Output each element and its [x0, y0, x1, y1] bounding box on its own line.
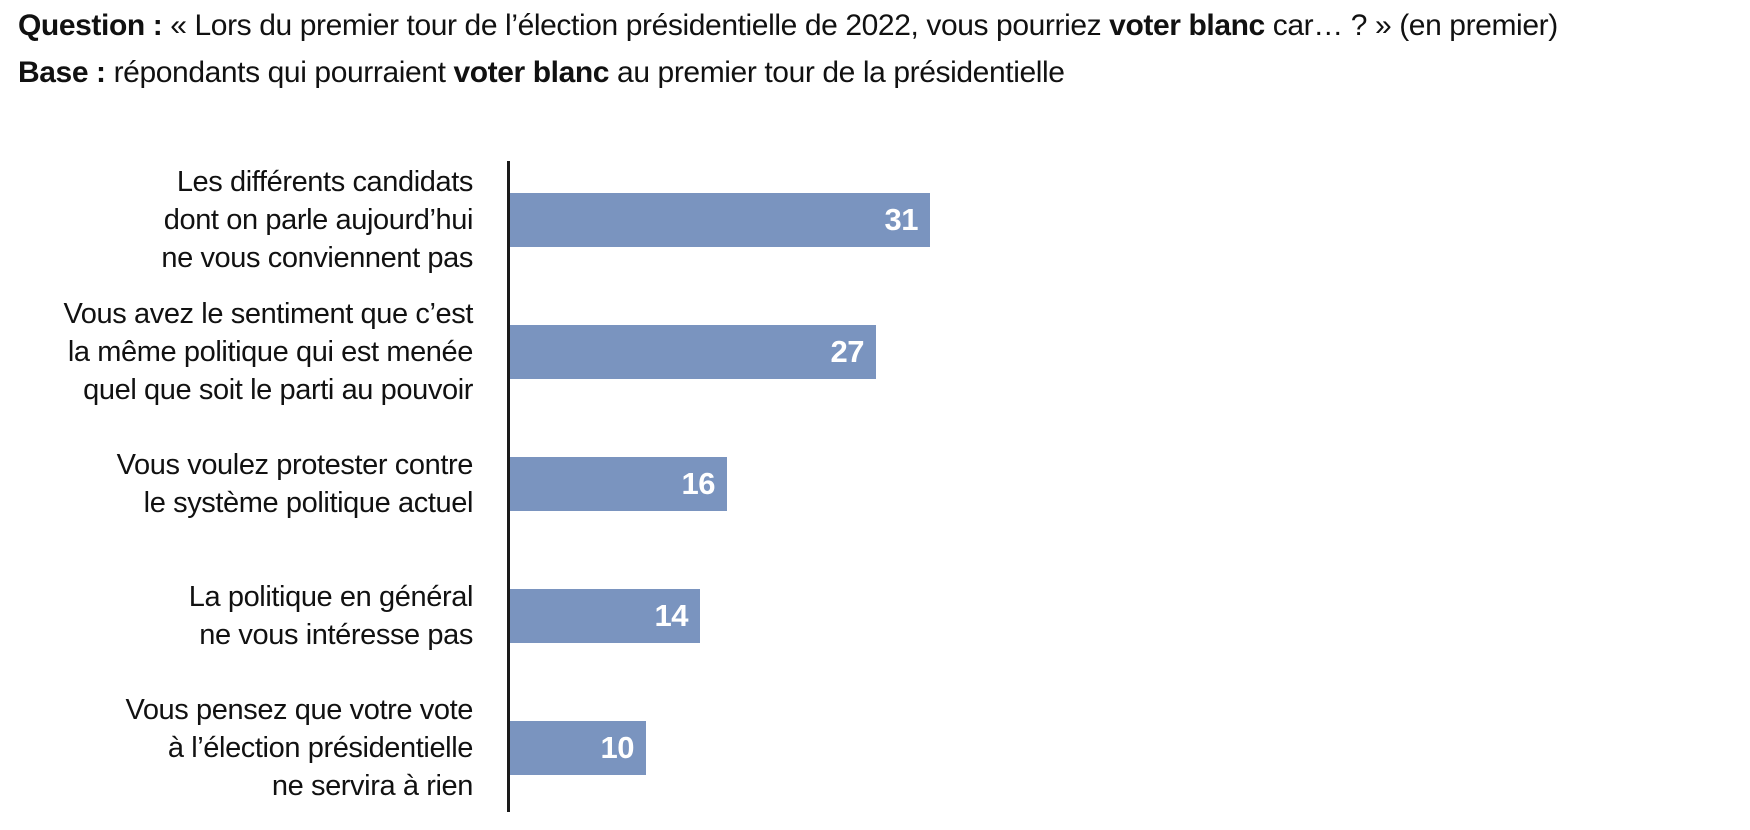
bar-value-label: 16 — [681, 466, 716, 501]
bar-value-label: 10 — [600, 730, 635, 765]
y-axis-line — [507, 161, 510, 812]
bar-value-label: 27 — [830, 334, 865, 369]
question-text-post: car… ? » (en premier) — [1264, 9, 1558, 42]
bar-value-label: 31 — [884, 202, 919, 237]
category-label: Les différents candidats dont on parle a… — [161, 166, 473, 274]
bar: 14 — [510, 589, 700, 643]
bar: 27 — [510, 325, 876, 379]
base-text-post: au premier tour de la présidentielle — [609, 56, 1065, 89]
category-label: Vous pensez que votre vote à l’élection … — [125, 694, 473, 802]
bar-value-label: 14 — [654, 598, 689, 633]
question-line: Question : « Lors du premier tour de l’é… — [18, 2, 1558, 49]
bar: 10 — [510, 721, 646, 775]
category-label: La politique en général ne vous intéress… — [188, 581, 474, 651]
bar: 16 — [510, 457, 727, 511]
question-label: Question : — [18, 9, 163, 42]
base-line: Base : répondants qui pourraient voter b… — [18, 49, 1558, 96]
category-label: Vous voulez protester contre le système … — [116, 449, 474, 519]
base-label: Base : — [18, 56, 106, 89]
chart-header: Question : « Lors du premier tour de l’é… — [18, 2, 1558, 96]
base-bold-phrase: voter blanc — [453, 56, 610, 89]
base-text-pre: répondants qui pourraient — [105, 56, 454, 89]
bar: 31 — [510, 193, 930, 247]
question-text-pre: « Lors du premier tour de l’élection pré… — [162, 9, 1110, 42]
question-bold-phrase: voter blanc — [1109, 9, 1265, 42]
category-label: Vous avez le sentiment que c’est la même… — [63, 298, 473, 406]
